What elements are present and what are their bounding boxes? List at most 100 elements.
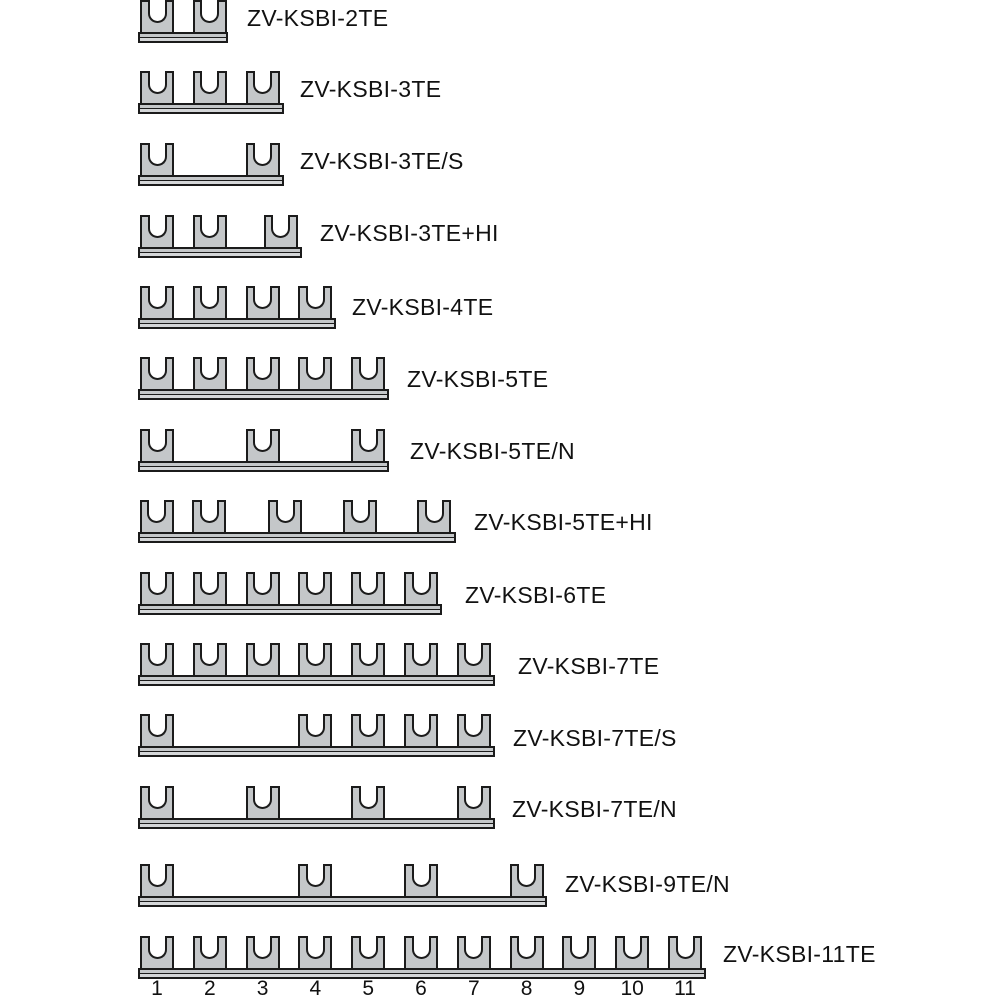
pole-number: 11 [674, 977, 696, 1000]
busbar-prong [615, 935, 650, 968]
busbar-bar-lip [140, 466, 388, 470]
busbar-bar [138, 32, 228, 43]
busbar-prong [509, 935, 544, 968]
row-label: ZV-KSBI-4TE [352, 293, 494, 320]
busbar-prong [140, 286, 174, 319]
row-label: ZV-KSBI-5TE+HI [474, 508, 653, 535]
prong-fork-notch [253, 143, 273, 166]
busbar-bar-lip [140, 822, 493, 827]
busbar-prong [140, 714, 174, 747]
row-label: ZV-KSBI-5TE [407, 365, 549, 392]
busbar-prong [404, 571, 438, 604]
busbar-prong [140, 0, 174, 32]
prong-fork-notch [411, 864, 431, 887]
busbar-prong [192, 571, 227, 604]
busbar-prong [140, 143, 174, 175]
prong-fork-notch [411, 571, 431, 595]
busbar-prong [192, 500, 226, 533]
prong-fork-notch [147, 643, 167, 666]
prong-fork-notch [200, 571, 220, 595]
busbar-bar-lip [140, 180, 282, 184]
prong-fork-notch [305, 935, 325, 959]
busbar-prong [192, 214, 227, 247]
pole-number: 4 [309, 977, 322, 1000]
busbar-bar [138, 896, 547, 907]
busbar-bar-lip [140, 37, 226, 41]
prong-fork-notch [200, 286, 220, 310]
busbar-prong [298, 286, 333, 319]
prong-fork-notch [464, 935, 484, 959]
busbar-prong [192, 357, 227, 390]
busbar-prong [351, 785, 386, 818]
busbar-prong [263, 214, 298, 247]
busbar-prong [139, 500, 174, 533]
busbar-prong [298, 643, 333, 675]
prong-fork-notch [305, 864, 325, 887]
busbar-prong [351, 935, 386, 968]
prong-fork-notch [200, 71, 220, 95]
prong-fork-notch [200, 214, 220, 238]
busbar-prong [245, 286, 280, 319]
busbar-prong [298, 935, 333, 968]
busbar-bar [138, 967, 706, 979]
busbar-prong [245, 357, 280, 390]
busbar-prong [456, 714, 491, 747]
busbar-bar [138, 461, 390, 472]
prong-fork-notch [517, 864, 537, 887]
row-label: ZV-KSBI-3TE+HI [320, 219, 499, 246]
pole-number: 10 [620, 977, 644, 1000]
prong-fork-notch [253, 935, 273, 959]
prong-fork-notch [464, 643, 484, 666]
prong-fork-notch [358, 357, 378, 381]
prong-fork-notch [200, 357, 220, 381]
busbar-prong [456, 785, 491, 818]
prong-fork-notch [147, 500, 166, 524]
busbar-prong [417, 500, 452, 533]
prong-fork-notch [253, 71, 273, 95]
busbar-bar-lip [140, 251, 300, 256]
prong-fork-notch [253, 429, 273, 452]
busbar-prong [192, 286, 227, 319]
prong-fork-notch [147, 143, 167, 166]
prong-fork-notch [305, 643, 325, 666]
busbar-bar-lip [140, 537, 454, 542]
row-label: ZV-KSBI-2TE [247, 4, 389, 31]
busbar-prong [351, 714, 386, 747]
prong-fork-notch [147, 785, 167, 809]
busbar-prong [298, 864, 333, 896]
row-label: ZV-KSBI-9TE/N [565, 870, 730, 897]
busbar-bar [138, 389, 390, 401]
prong-fork-notch [411, 643, 431, 666]
busbar-prong [140, 643, 174, 675]
prong-fork-notch [517, 935, 537, 959]
prong-fork-notch [305, 286, 325, 310]
prong-fork-notch [464, 785, 484, 809]
busbar-bar-lip [140, 972, 704, 977]
prong-fork-notch [305, 571, 325, 595]
prong-fork-notch [147, 935, 167, 959]
prong-fork-notch [147, 357, 167, 381]
prong-fork-notch [147, 864, 167, 887]
pole-number: 1 [151, 977, 163, 1000]
pole-number: 6 [415, 977, 427, 1000]
busbar-prong [298, 357, 333, 390]
row-label: ZV-KSBI-7TE/S [513, 724, 677, 751]
busbar-prong [298, 571, 333, 604]
busbar-prong [140, 429, 174, 461]
row-label: ZV-KSBI-6TE [465, 581, 607, 608]
busbar-bar [138, 817, 495, 829]
prong-fork-notch [147, 0, 167, 23]
busbar-prong [404, 864, 438, 896]
busbar-prong [140, 864, 174, 896]
busbar-bar [138, 603, 442, 615]
busbar-prong [192, 71, 227, 104]
pole-number: 7 [467, 977, 480, 1000]
pole-number: 3 [256, 977, 269, 1000]
prong-fork-notch [147, 571, 167, 595]
pole-number: 8 [520, 977, 533, 1000]
busbar-prong [351, 643, 386, 675]
row-label: ZV-KSBI-3TE [300, 75, 442, 102]
busbar-bar-lip [140, 108, 282, 113]
busbar-prong [192, 0, 227, 32]
